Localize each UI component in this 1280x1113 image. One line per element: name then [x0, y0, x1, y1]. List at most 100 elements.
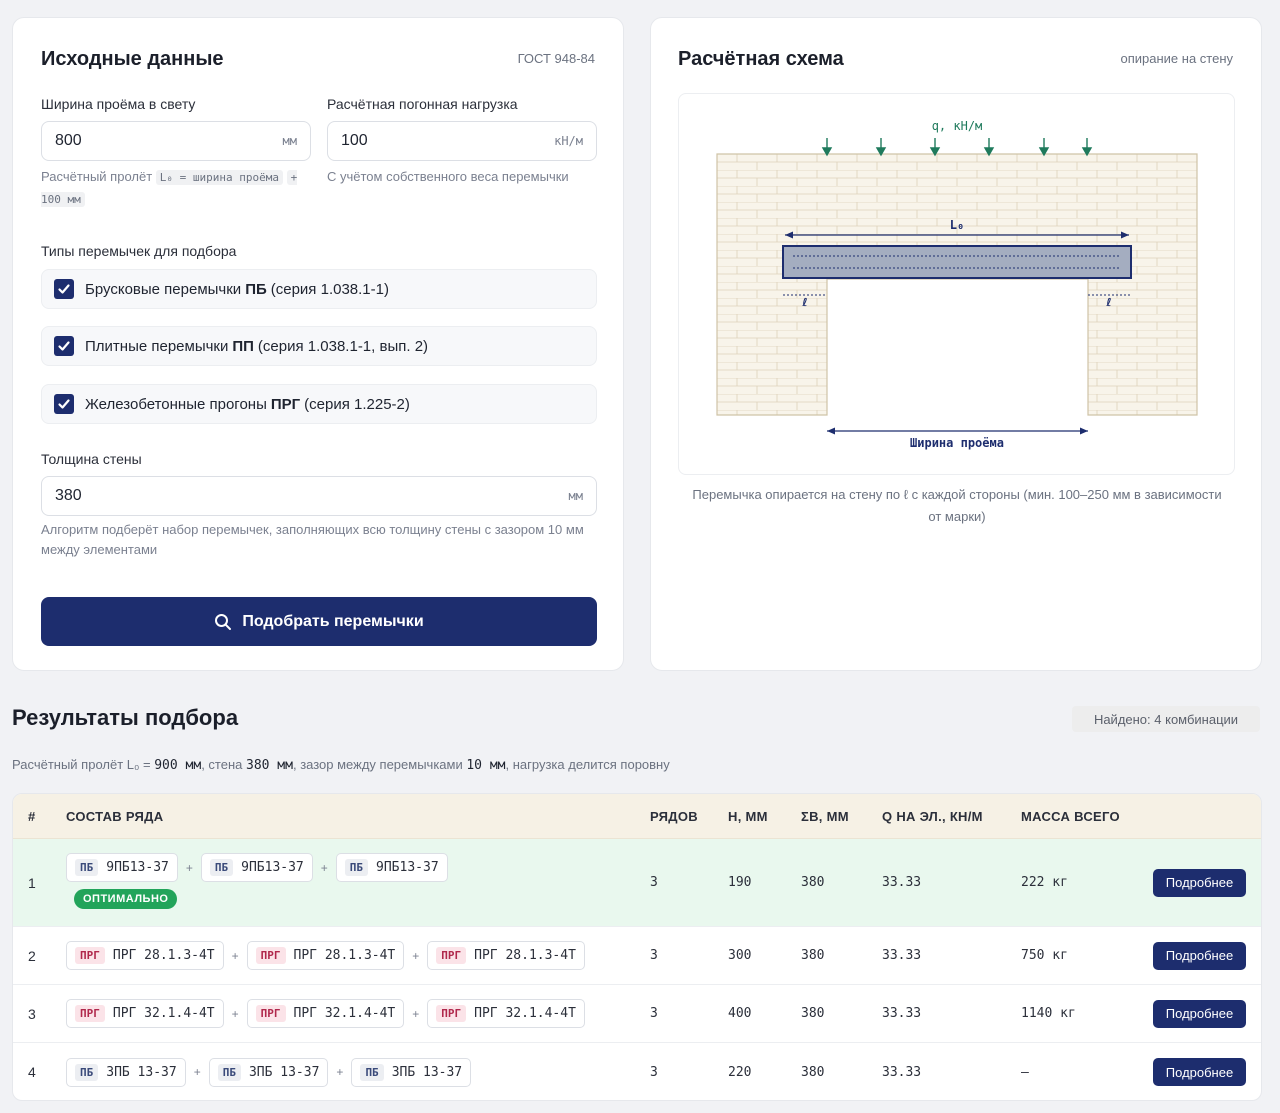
lintel-mark: 9ПБ13-37 [106, 860, 169, 875]
opening-width-value: 800 [55, 132, 82, 149]
row-height: 190 [728, 875, 752, 890]
masonry-wall [716, 153, 1198, 416]
lintel-chip: ПБ 3ПБ 13-37 [208, 1057, 329, 1087]
opening-width-input[interactable]: 800 мм [41, 121, 311, 161]
lintel-chip: ПРГ ПРГ 28.1.3-4Т [246, 941, 405, 970]
row-num: 4 [28, 1064, 36, 1080]
lintel-mark: 9ПБ13-37 [376, 860, 439, 875]
lintel-type-tag: ПБ [217, 1063, 241, 1081]
wall-thickness-hint: Алгоритм подберёт набор перемычек, запол… [41, 522, 584, 557]
lintel-chip: ПРГ ПРГ 28.1.3-4Т [66, 941, 224, 970]
details-button[interactable]: Подробнее [1153, 999, 1246, 1028]
scheme-tag: опирание на стену [1120, 51, 1233, 66]
row-height: 300 [728, 948, 752, 963]
row-num: 1 [28, 874, 36, 891]
lintel-mark: ПРГ 28.1.3-4Т [293, 948, 396, 963]
row-load: 33.33 [882, 1006, 922, 1021]
col-rows: РЯДОВ [650, 808, 698, 824]
type-pp-series: (серия 1.038.1-1, вып. 2) [257, 337, 429, 355]
lintel-chip: ПБ 3ПБ 13-37 [66, 1057, 186, 1087]
type-prg-series: (серия 1.225-2) [304, 395, 410, 413]
lintel-chip: ПБ 3ПБ 13-37 [351, 1057, 472, 1087]
type-pp-checkbox-row[interactable]: Плитные перемычки ПП (серия 1.038.1-1, в… [41, 326, 597, 366]
row-load: 33.33 [882, 948, 922, 963]
lintel-chip: ПРГ ПРГ 32.1.4-4Т [66, 999, 224, 1028]
type-pp-prefix: Плитные перемычки [85, 337, 229, 355]
row-width-sum: 380 [801, 1064, 825, 1080]
note-text-2: , стена [201, 757, 243, 772]
row-load: 33.33 [882, 875, 922, 890]
type-prg-prefix: Железобетонные прогоны [85, 395, 267, 413]
type-pb-code: ПБ [245, 280, 267, 298]
lintel-mark: 3ПБ 13-37 [391, 1064, 463, 1080]
row-composition: ПРГ ПРГ 32.1.4-4Т + ПРГ ПРГ 32.1.4-4Т + ПР… [66, 999, 585, 1028]
input-card-title: Исходные данные [41, 48, 224, 70]
find-lintels-button[interactable]: Подобрать перемычки [41, 597, 597, 646]
lintel-chip: ПБ 9ПБ13-37 [335, 853, 448, 882]
col-width-sum: ΣB, ММ [801, 808, 849, 824]
plus-icon: + [412, 948, 420, 963]
lintel-mark: 9ПБ13-37 [241, 860, 304, 875]
col-height: H, ММ [728, 808, 768, 824]
span-hint-text: Расчётный пролёт [41, 169, 153, 184]
plus-icon: + [231, 1006, 239, 1021]
support-label-right: ℓ [1105, 296, 1111, 309]
lintel-type-tag: ПРГ [75, 1005, 105, 1022]
table-row: 4 ПБ 3ПБ 13-37 + ПБ 3ПБ 13-37 + ПБ 3ПБ 13-3… [13, 1043, 1261, 1100]
row-num: 3 [28, 1005, 36, 1022]
wall-thickness-input[interactable]: 380 мм [41, 476, 597, 516]
checkbox-checked-icon[interactable] [54, 336, 74, 356]
type-prg-checkbox-row[interactable]: Железобетонные прогоны ПРГ (серия 1.225-… [41, 384, 597, 424]
table-row: 3 ПРГ ПРГ 32.1.4-4Т + ПРГ ПРГ 32.1.4-4Т + … [13, 985, 1261, 1043]
load-arrows [821, 138, 1093, 157]
lintel-type-tag: ПБ [344, 859, 369, 876]
note-span-value: 900 мм [154, 758, 202, 773]
lintel-chip: ПРГ ПРГ 28.1.3-4Т [427, 941, 585, 970]
details-button[interactable]: Подробнее [1153, 941, 1246, 970]
load-label: q, кН/м [932, 119, 983, 133]
row-mass: 222 кг [1021, 875, 1068, 890]
found-count-badge: Найдено: 4 комбинации [1072, 706, 1260, 732]
span-hint-code-1: L₀ = ширина проёма [155, 170, 284, 185]
opening-width-unit: мм [282, 134, 297, 148]
standard-label: ГОСТ 948-84 [517, 51, 595, 66]
row-width-sum: 380 [801, 948, 825, 963]
lintel-type-tag: ПБ [209, 859, 234, 876]
checkbox-checked-icon[interactable] [54, 394, 74, 414]
type-prg-code: ПРГ [270, 395, 301, 413]
note-text-4: , нагрузка делится поровну [505, 757, 670, 772]
row-height: 400 [728, 1006, 752, 1021]
type-pb-checkbox-row[interactable]: Брусковые перемычки ПБ (серия 1.038.1-1) [41, 269, 597, 309]
table-row: 2 ПРГ ПРГ 28.1.3-4Т + ПРГ ПРГ 28.1.3-4Т + … [13, 927, 1261, 985]
scheme-caption: Перемычка опирается на стену по ℓ с кажд… [692, 487, 1222, 524]
load-input[interactable]: 100 кН/м [327, 121, 597, 161]
lintel-type-tag: ПРГ [436, 1005, 467, 1022]
col-composition: СОСТАВ РЯДА [66, 808, 164, 824]
input-card: Исходные данные ГОСТ 948-84 Ширина проём… [12, 17, 624, 671]
note-wall-value: 380 мм [246, 758, 293, 773]
col-total-mass: МАССА ВСЕГО [1021, 808, 1120, 824]
span-hint: Расчётный пролёт L₀ = ширина проёма + 10… [41, 166, 316, 210]
type-pb-prefix: Брусковые перемычки [85, 280, 242, 298]
row-rows: 3 [650, 875, 658, 890]
load-unit: кН/м [554, 134, 583, 148]
lintel-mark: 3ПБ 13-37 [248, 1064, 320, 1080]
details-button[interactable]: Подробнее [1153, 1058, 1246, 1086]
results-title: Результаты подбора [12, 705, 239, 730]
lintel-mark: ПРГ 28.1.3-4Т [474, 948, 576, 963]
details-button[interactable]: Подробнее [1153, 868, 1246, 897]
load-label: Расчётная погонная нагрузка [327, 96, 518, 112]
row-rows: 3 [650, 1064, 658, 1080]
row-rows: 3 [650, 948, 658, 963]
search-icon [215, 613, 232, 630]
optimal-badge: ОПТИМАЛЬНО [74, 889, 178, 909]
plus-icon: + [336, 1065, 344, 1079]
lintel-beam [782, 245, 1132, 279]
support-label-left: ℓ [801, 296, 807, 309]
plus-icon: + [231, 948, 239, 963]
type-pb-series: (серия 1.038.1-1) [270, 280, 389, 298]
checkbox-checked-icon[interactable] [54, 279, 74, 299]
plus-icon: + [412, 1006, 420, 1021]
table-header: # СОСТАВ РЯДА РЯДОВ H, ММ ΣB, ММ Q НА ЭЛ… [13, 794, 1261, 839]
lintel-type-tag: ПБ [75, 1063, 99, 1081]
